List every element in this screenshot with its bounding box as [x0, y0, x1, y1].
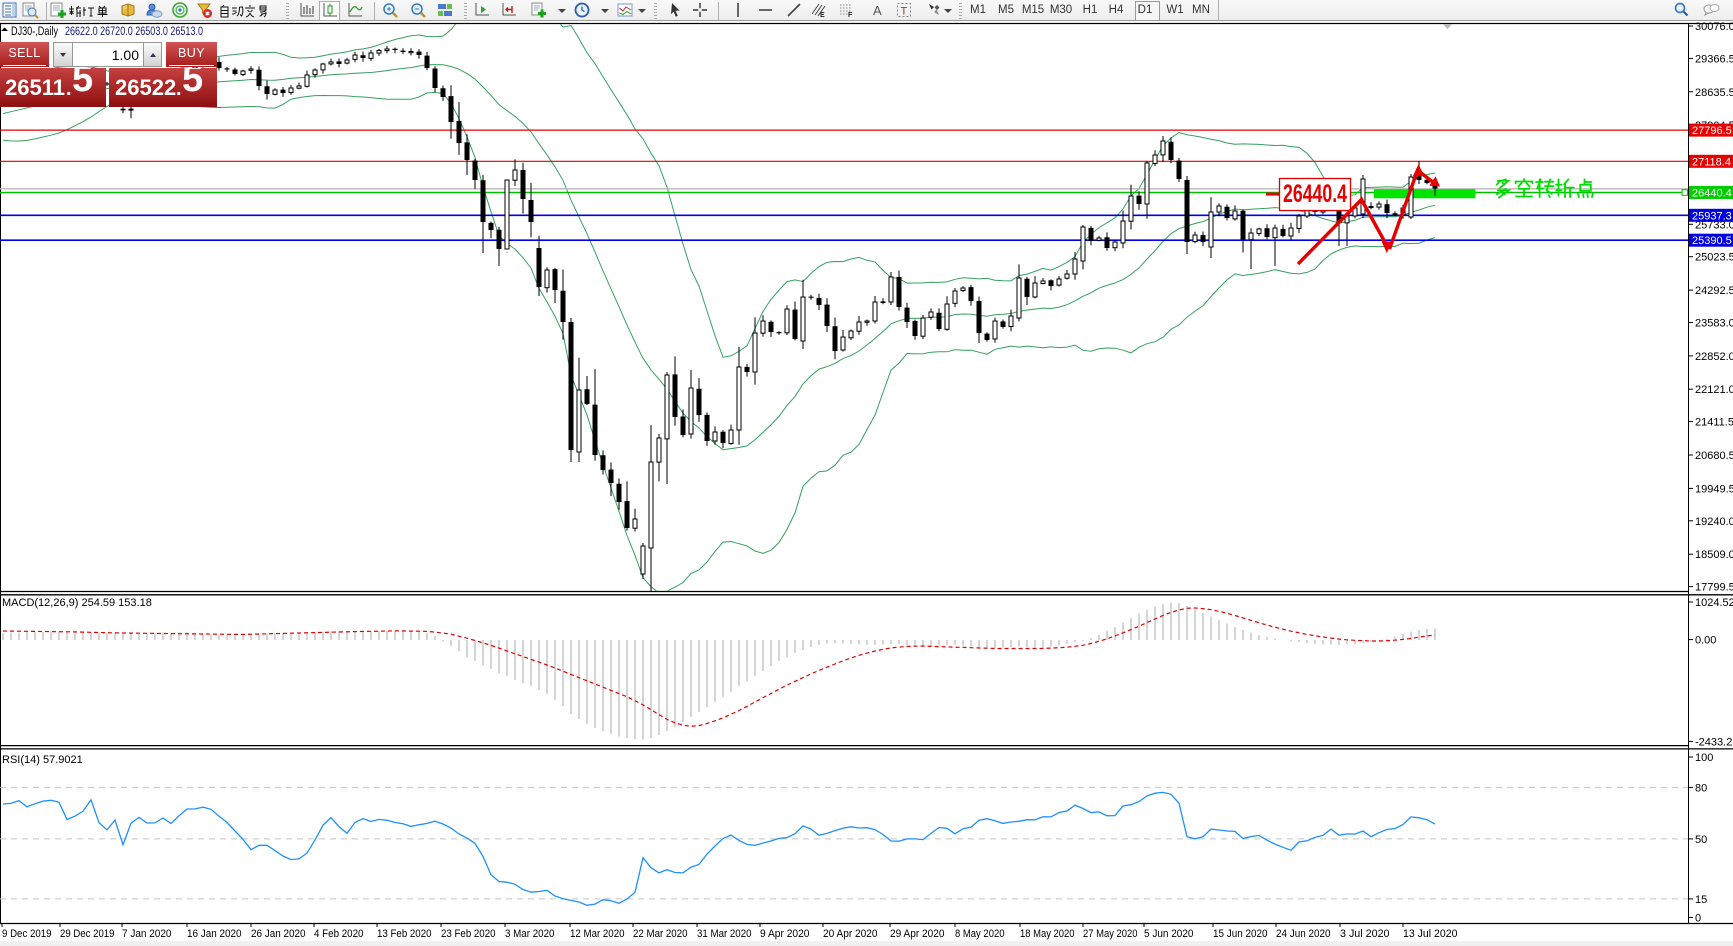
svg-text:26622.0 26720.0 26503.0 26513.: 26622.0 26720.0 26503.0 26513.0 [65, 26, 203, 38]
svg-text:25733.0: 25733.0 [1695, 219, 1733, 231]
svg-text:25390.5: 25390.5 [1692, 235, 1732, 247]
svg-text:28635.5: 28635.5 [1695, 87, 1733, 99]
svg-text:19949.5: 19949.5 [1695, 483, 1733, 495]
svg-text:29 Dec 2019: 29 Dec 2019 [60, 928, 115, 940]
svg-text:23 Feb 2020: 23 Feb 2020 [441, 928, 496, 940]
svg-text:15 Jun 2020: 15 Jun 2020 [1213, 928, 1268, 940]
svg-text:0: 0 [1695, 913, 1701, 925]
svg-text:15: 15 [1695, 894, 1707, 906]
svg-text:22 Mar 2020: 22 Mar 2020 [633, 928, 688, 940]
svg-text:8 May 2020: 8 May 2020 [955, 928, 1005, 940]
svg-text:18509.0: 18509.0 [1695, 549, 1733, 561]
svg-text:7 Jan 2020: 7 Jan 2020 [122, 928, 172, 940]
svg-text:100: 100 [1695, 752, 1713, 764]
svg-text:5 Jun 2020: 5 Jun 2020 [1144, 928, 1194, 940]
svg-text:22852.0: 22852.0 [1695, 351, 1733, 363]
svg-text:19240.0: 19240.0 [1695, 516, 1733, 528]
svg-text:27118.4: 27118.4 [1692, 156, 1731, 168]
svg-text:13 Jul 2020: 13 Jul 2020 [1403, 928, 1458, 940]
svg-text:9 Dec 2019: 9 Dec 2019 [2, 928, 52, 940]
svg-text:26440.4: 26440.4 [1283, 180, 1347, 208]
svg-text:50: 50 [1695, 834, 1707, 846]
svg-text:25937.3: 25937.3 [1692, 210, 1732, 222]
svg-text:30076.0: 30076.0 [1695, 21, 1733, 33]
svg-text:F: F [848, 12, 853, 19]
svg-text:27 May 2020: 27 May 2020 [1083, 928, 1138, 940]
svg-text:26 Jan 2020: 26 Jan 2020 [251, 928, 306, 940]
svg-text:3 Mar 2020: 3 Mar 2020 [505, 928, 555, 940]
svg-text:23583.0: 23583.0 [1695, 318, 1733, 330]
svg-text:26440.4: 26440.4 [1692, 188, 1732, 200]
svg-text:24292.5: 24292.5 [1695, 285, 1733, 297]
svg-text:4 Feb 2020: 4 Feb 2020 [314, 928, 364, 940]
svg-text:A: A [873, 3, 882, 18]
svg-text:22121.0: 22121.0 [1695, 384, 1733, 396]
svg-text:24 Jun 2020: 24 Jun 2020 [1276, 928, 1331, 940]
svg-text:3 Jul 2020: 3 Jul 2020 [1340, 928, 1390, 940]
svg-text:0.00: 0.00 [1695, 635, 1716, 647]
svg-text:25023.5: 25023.5 [1695, 252, 1733, 264]
svg-text:16 Jan 2020: 16 Jan 2020 [187, 928, 242, 940]
svg-text:21411.5: 21411.5 [1695, 417, 1733, 429]
svg-text:DJ30-,Daily: DJ30-,Daily [11, 26, 58, 38]
svg-text:20 Apr 2020: 20 Apr 2020 [823, 928, 878, 940]
svg-text:13 Feb 2020: 13 Feb 2020 [377, 928, 432, 940]
svg-text:MACD(12,26,9) 254.59 153.18: MACD(12,26,9) 254.59 153.18 [2, 597, 152, 609]
svg-text:1024.52: 1024.52 [1695, 597, 1733, 609]
svg-text:9 Apr 2020: 9 Apr 2020 [760, 928, 810, 940]
svg-text:12 Mar 2020: 12 Mar 2020 [570, 928, 625, 940]
svg-text:E: E [820, 12, 825, 19]
svg-text:29 Apr 2020: 29 Apr 2020 [890, 928, 945, 940]
svg-text:31 Mar 2020: 31 Mar 2020 [697, 928, 752, 940]
svg-text:-2433.25: -2433.25 [1695, 736, 1733, 748]
svg-text:18 May 2020: 18 May 2020 [1020, 928, 1075, 940]
svg-text:RSI(14) 57.9021: RSI(14) 57.9021 [2, 754, 83, 766]
svg-text:T: T [901, 6, 908, 18]
svg-text:17799.5: 17799.5 [1695, 582, 1733, 594]
svg-text:80: 80 [1695, 782, 1707, 794]
svg-text:20680.5: 20680.5 [1695, 450, 1733, 462]
svg-text:29366.5: 29366.5 [1695, 53, 1733, 65]
svg-text:27796.5: 27796.5 [1692, 125, 1732, 137]
